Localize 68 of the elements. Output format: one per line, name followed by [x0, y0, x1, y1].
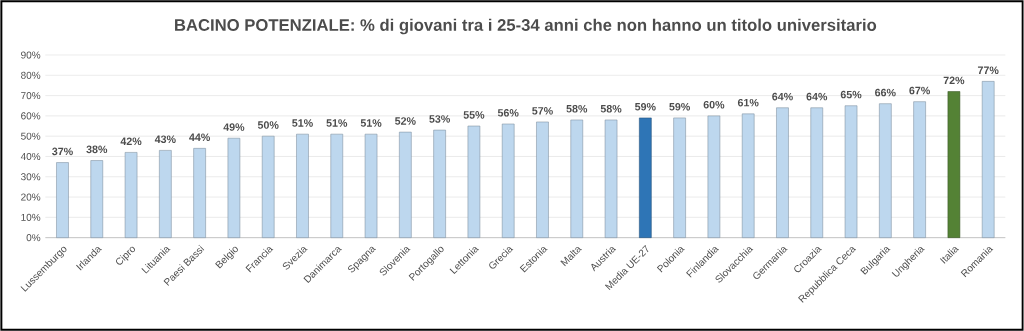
bar	[261, 135, 275, 238]
bar	[364, 133, 378, 238]
data-label: 72%	[943, 76, 965, 85]
bar	[193, 148, 206, 238]
bar	[879, 103, 892, 238]
bar	[159, 150, 172, 238]
bar	[227, 137, 241, 238]
data-label: 38%	[86, 145, 108, 154]
y-tick-label: 90%	[21, 51, 41, 59]
data-label: 59%	[635, 102, 656, 111]
data-label: 60%	[703, 100, 725, 109]
bar	[124, 152, 138, 238]
data-label: 59%	[669, 102, 691, 111]
data-label: 44%	[189, 133, 211, 141]
x-tick-label: Italia	[939, 246, 959, 264]
data-label: 51%	[360, 119, 382, 127]
bar	[604, 119, 618, 238]
data-label: 64%	[772, 92, 793, 101]
bar	[741, 113, 755, 238]
chart-title: BACINO POTENZIALE: % di giovani tra i 25-34 anni che non hanno un titolo universitario	[175, 18, 877, 35]
data-label: 57%	[532, 107, 553, 115]
data-label: 64%	[806, 92, 828, 101]
bar	[810, 107, 824, 238]
y-tick-label: 40%	[20, 152, 41, 161]
data-label: 51%	[326, 119, 348, 127]
data-label: 56%	[497, 109, 519, 117]
data-label: 77%	[977, 66, 999, 74]
data-label: 49%	[223, 123, 245, 131]
data-label: 58%	[600, 105, 622, 113]
data-label: 50%	[257, 121, 279, 129]
bar	[399, 131, 412, 238]
bar	[536, 121, 549, 238]
data-label: 42%	[120, 137, 142, 146]
data-label: 61%	[737, 98, 759, 107]
bar	[90, 160, 104, 238]
bar	[673, 117, 686, 238]
bar	[639, 117, 652, 238]
y-tick-label: 70%	[21, 92, 41, 100]
bar	[330, 133, 344, 238]
data-label: 52%	[395, 117, 416, 125]
bar	[501, 123, 515, 238]
y-tick-label: 80%	[21, 71, 41, 79]
bar	[981, 81, 995, 238]
data-label: 58%	[566, 105, 588, 113]
data-label: 67%	[909, 86, 930, 95]
bar	[776, 107, 789, 238]
bar	[433, 129, 446, 238]
y-tick-label: 50%	[21, 132, 41, 140]
bar	[296, 133, 309, 238]
bar	[56, 162, 69, 238]
y-tick-label: 20%	[21, 193, 41, 201]
data-label: 51%	[292, 119, 313, 127]
data-label: 43%	[154, 135, 176, 144]
data-label: 66%	[875, 88, 896, 97]
bar	[947, 91, 961, 238]
bar	[707, 115, 721, 238]
data-label: 53%	[429, 115, 451, 123]
bar	[467, 125, 481, 238]
bar	[570, 119, 584, 238]
y-tick-label: 60%	[21, 112, 41, 120]
data-label: 65%	[840, 90, 862, 99]
y-tick-label: 10%	[21, 213, 41, 221]
y-tick-label: 30%	[21, 173, 41, 181]
bar	[844, 105, 858, 238]
data-label: 37%	[52, 147, 73, 156]
y-tick-label: 0%	[26, 234, 41, 242]
bar	[913, 101, 926, 238]
data-label: 55%	[463, 111, 485, 119]
